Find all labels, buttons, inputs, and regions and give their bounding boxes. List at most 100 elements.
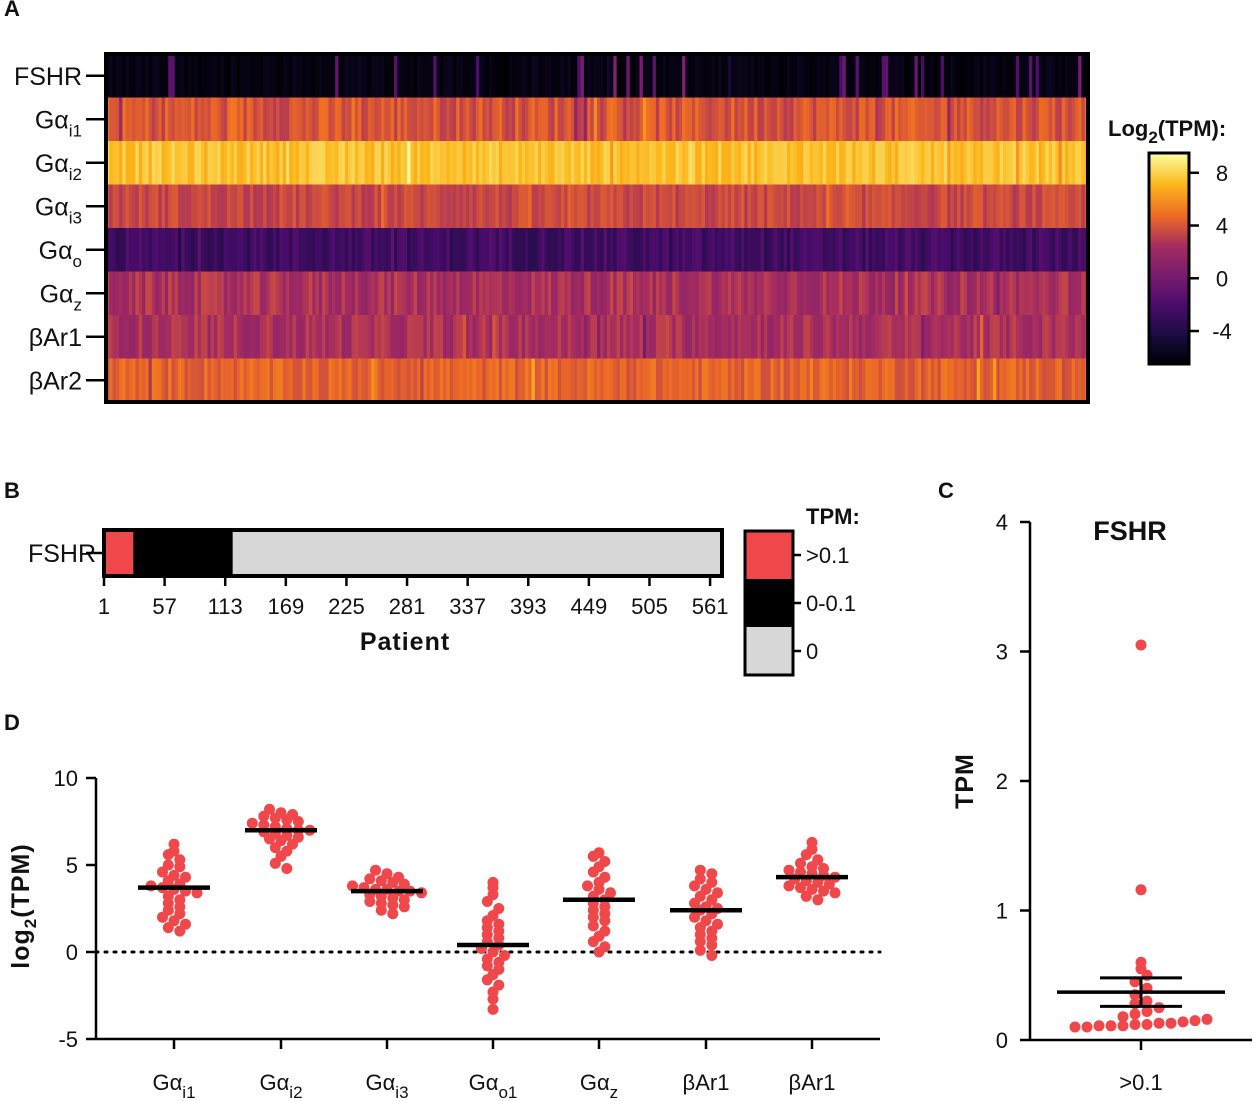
heatmap-cell	[881, 228, 886, 272]
heatmap-cell	[541, 358, 546, 402]
heatmap-cell	[351, 97, 356, 141]
heatmap-cell	[498, 97, 503, 141]
heatmap-cell	[1061, 271, 1066, 315]
heatmap-cells	[106, 54, 1089, 402]
heatmap-cell	[849, 358, 853, 402]
c-point	[1153, 1017, 1165, 1029]
heatmap-cell	[348, 271, 353, 315]
heatmap-cell	[511, 141, 516, 185]
heatmap-cell	[158, 358, 163, 402]
heatmap-cell	[374, 54, 379, 98]
heatmap-row-βAr1	[106, 315, 1089, 359]
heatmap-cell	[983, 271, 988, 315]
heatmap-cell	[498, 271, 503, 315]
heatmap-cell	[678, 315, 683, 359]
heatmap-cell	[852, 97, 857, 141]
heatmap-cell	[976, 358, 981, 402]
heatmap-cell	[276, 358, 281, 402]
heatmap-cell	[583, 315, 588, 359]
heatmap-cell	[633, 184, 637, 228]
heatmap-cell	[358, 54, 362, 98]
d-point	[706, 868, 718, 880]
heatmap-cell	[639, 97, 644, 141]
heatmap-cell	[924, 141, 929, 185]
heatmap-cell	[636, 97, 641, 141]
heatmap-cell	[426, 228, 431, 272]
heatmap-cell	[446, 358, 451, 402]
heatmap-cell	[223, 54, 228, 98]
heatmap-cell	[993, 184, 997, 228]
heatmap-cell	[390, 315, 395, 359]
heatmap-cell	[122, 141, 127, 185]
heatmap-cell	[858, 271, 863, 315]
heatmap-cell	[380, 184, 385, 228]
heatmap-cell	[191, 97, 195, 141]
heatmap-cell	[741, 54, 745, 98]
heatmap-cell	[174, 271, 179, 315]
heatmap-cell	[564, 54, 569, 98]
colorbar-tick-label: 8	[1216, 161, 1228, 186]
heatmap-cell	[799, 54, 804, 98]
heatmap-cell	[930, 315, 935, 359]
heatmap-cell	[348, 358, 353, 402]
d-group-points	[145, 838, 203, 937]
heatmap-cell	[705, 54, 709, 98]
heatmap-cell	[914, 184, 919, 228]
heatmap-cell	[436, 184, 441, 228]
heatmap-cell	[256, 54, 261, 98]
heatmap-cell	[498, 184, 503, 228]
heatmap-cell	[793, 54, 798, 98]
heatmap-cell	[613, 228, 618, 272]
heatmap-cell	[236, 141, 241, 185]
heatmap-cell	[286, 184, 290, 228]
heatmap-cell	[1074, 358, 1079, 402]
heatmap-cell	[256, 97, 261, 141]
heatmap-cell	[587, 271, 592, 315]
heatmap-cell	[773, 54, 778, 98]
heatmap-cell	[780, 271, 785, 315]
heatmap-cell	[809, 184, 814, 228]
heatmap-cell	[374, 358, 379, 402]
heatmap-cell	[636, 141, 641, 185]
heatmap-cell	[312, 315, 317, 359]
d-point	[812, 894, 824, 906]
heatmap-cell	[734, 141, 739, 185]
heatmap-cell	[312, 97, 317, 141]
heatmap-cell	[243, 184, 248, 228]
heatmap-cell	[210, 97, 215, 141]
heatmap-cell	[682, 315, 686, 359]
heatmap-cell	[171, 141, 176, 185]
heatmap-cell	[790, 271, 794, 315]
heatmap-cell	[223, 228, 228, 272]
heatmap-cell	[705, 228, 709, 272]
heatmap-cell	[979, 184, 984, 228]
heatmap-cell	[243, 54, 248, 98]
heatmap-cell	[371, 271, 376, 315]
heatmap-cell	[685, 97, 690, 141]
heatmap-cell	[551, 315, 556, 359]
patient-segment	[133, 530, 233, 576]
heatmap-cell	[750, 271, 755, 315]
c-point	[1081, 1021, 1093, 1033]
heatmap-cell	[367, 271, 372, 315]
heatmap-cell	[957, 315, 961, 359]
heatmap-cell	[295, 315, 300, 359]
heatmap-cell	[462, 271, 467, 315]
heatmap-cell	[344, 315, 349, 359]
heatmap-cell	[128, 97, 133, 141]
heatmap-cell	[200, 271, 205, 315]
d-point	[180, 871, 191, 883]
heatmap-cell	[508, 358, 513, 402]
heatmap-cell	[770, 54, 775, 98]
d-medians	[138, 827, 848, 948]
heatmap-cell	[482, 315, 487, 359]
heatmap-cell	[711, 271, 716, 315]
heatmap-cell	[1009, 54, 1014, 98]
heatmap-cell	[701, 315, 706, 359]
heatmap-cell	[1022, 228, 1027, 272]
heatmap-cell	[799, 228, 804, 272]
row-label-subscript: i3	[69, 208, 82, 227]
heatmap-cell	[361, 97, 366, 141]
heatmap-cell	[770, 315, 775, 359]
